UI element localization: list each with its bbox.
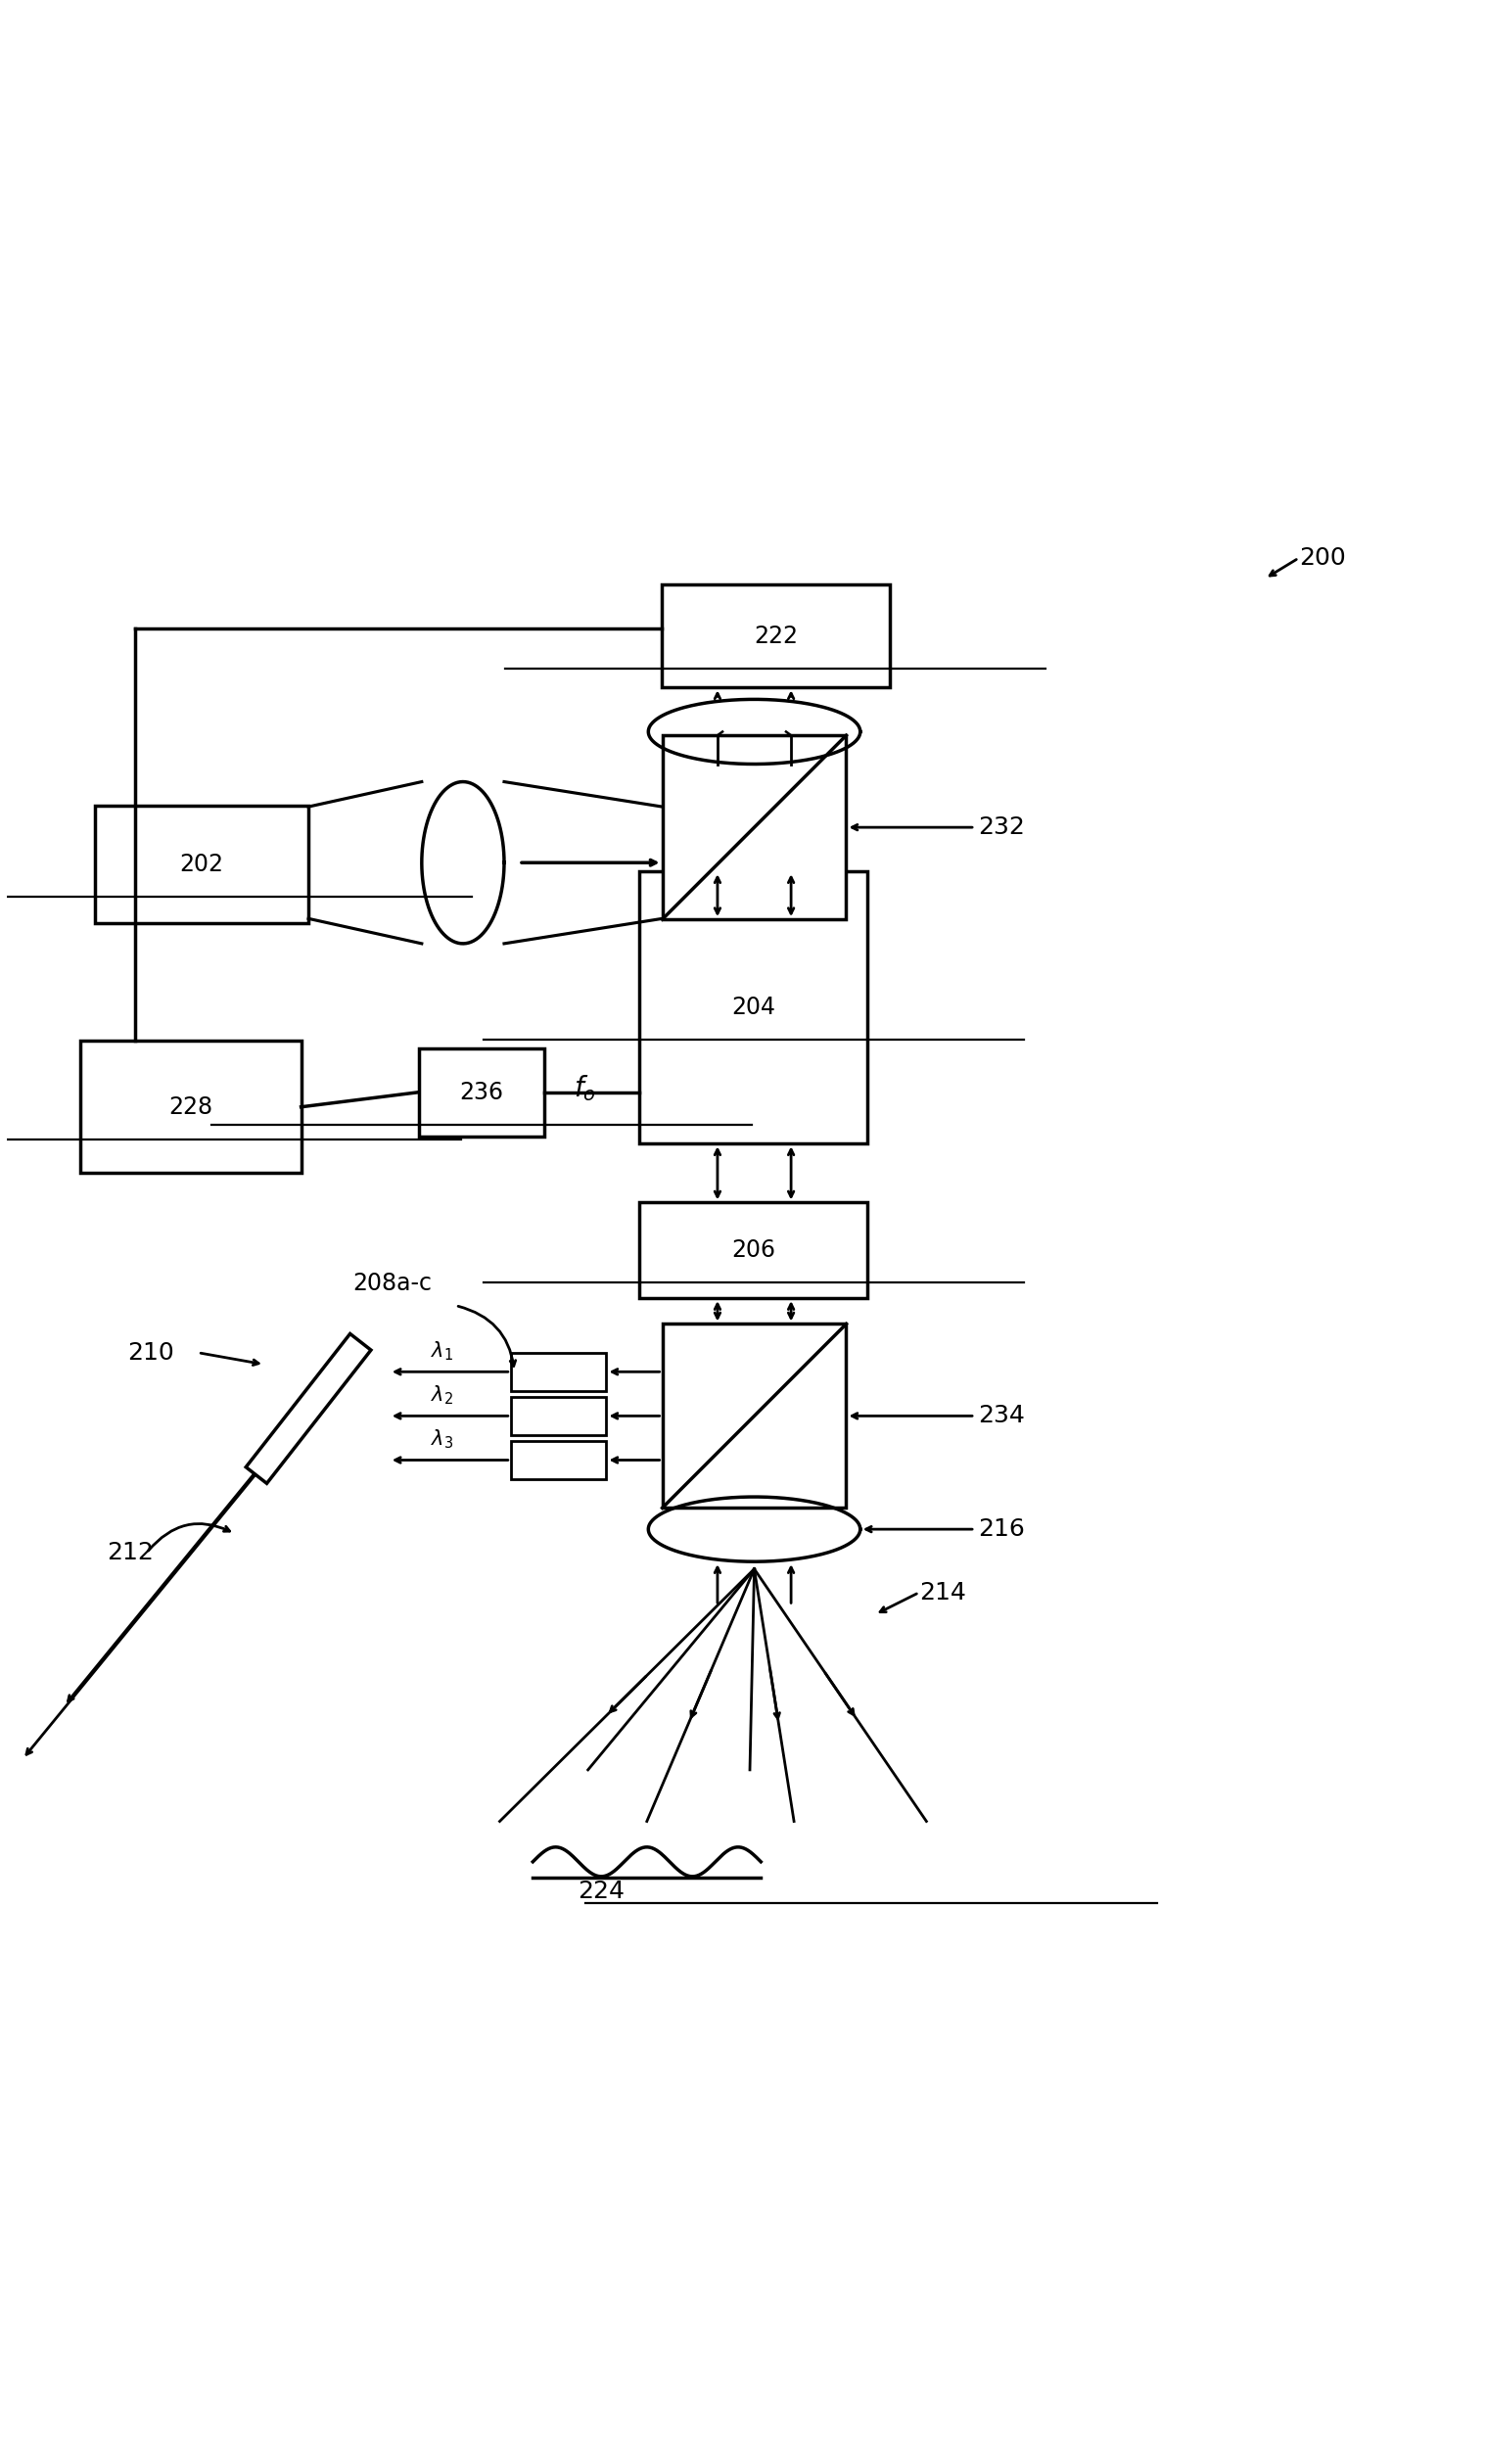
Bar bbox=[511, 1353, 606, 1390]
Text: 236: 236 bbox=[459, 1079, 503, 1104]
Text: $\lambda_3$: $\lambda_3$ bbox=[431, 1429, 453, 1451]
Text: 214: 214 bbox=[919, 1582, 965, 1604]
Bar bbox=[511, 1397, 606, 1434]
Text: $\lambda_1$: $\lambda_1$ bbox=[431, 1340, 453, 1363]
Text: 222: 222 bbox=[753, 623, 797, 648]
Bar bbox=[80, 1040, 301, 1173]
Bar bbox=[640, 872, 867, 1143]
Text: 210: 210 bbox=[128, 1340, 174, 1365]
Text: 200: 200 bbox=[1299, 547, 1345, 569]
Bar bbox=[662, 1323, 846, 1508]
Text: 216: 216 bbox=[979, 1518, 1025, 1540]
Text: 234: 234 bbox=[979, 1404, 1025, 1427]
Bar bbox=[511, 1441, 606, 1478]
Text: 206: 206 bbox=[732, 1239, 775, 1262]
Text: $\lambda_2$: $\lambda_2$ bbox=[431, 1385, 453, 1407]
Text: 232: 232 bbox=[979, 816, 1025, 840]
Text: 204: 204 bbox=[732, 995, 775, 1020]
Bar bbox=[95, 806, 309, 924]
Bar bbox=[419, 1047, 544, 1136]
Text: 208a-c: 208a-c bbox=[352, 1271, 432, 1296]
Polygon shape bbox=[247, 1333, 371, 1483]
Text: 224: 224 bbox=[578, 1880, 625, 1902]
Text: $f_o$: $f_o$ bbox=[573, 1072, 595, 1104]
Text: 212: 212 bbox=[107, 1540, 154, 1565]
Bar bbox=[640, 1202, 867, 1299]
Bar bbox=[662, 734, 846, 919]
Bar bbox=[662, 584, 890, 687]
Text: 202: 202 bbox=[180, 853, 224, 875]
Text: 228: 228 bbox=[169, 1094, 212, 1119]
